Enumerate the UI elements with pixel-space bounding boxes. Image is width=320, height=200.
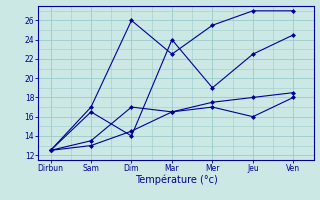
X-axis label: Température (°c): Température (°c): [135, 175, 217, 185]
